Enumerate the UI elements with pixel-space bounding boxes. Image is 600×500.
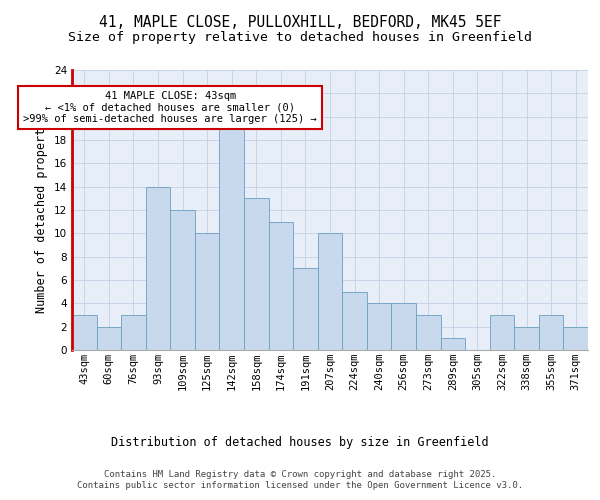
Bar [72, 315, 97, 350]
Text: 41 MAPLE CLOSE: 43sqm
← <1% of detached houses are smaller (0)
>99% of semi-deta: 41 MAPLE CLOSE: 43sqm ← <1% of detached … [23, 91, 317, 124]
Text: Contains HM Land Registry data © Crown copyright and database right 2025.
Contai: Contains HM Land Registry data © Crown c… [77, 470, 523, 490]
Text: Size of property relative to detached houses in Greenfield: Size of property relative to detached ho… [68, 31, 532, 44]
Bar [440, 338, 465, 350]
Bar [539, 315, 563, 350]
Bar [269, 222, 293, 350]
Bar [367, 304, 391, 350]
Bar [563, 326, 588, 350]
Bar [146, 186, 170, 350]
Bar [514, 326, 539, 350]
Bar [97, 326, 121, 350]
Text: Distribution of detached houses by size in Greenfield: Distribution of detached houses by size … [111, 436, 489, 449]
Bar [170, 210, 195, 350]
Bar [416, 315, 440, 350]
Bar [293, 268, 318, 350]
Bar [121, 315, 146, 350]
Text: 41, MAPLE CLOSE, PULLOXHILL, BEDFORD, MK45 5EF: 41, MAPLE CLOSE, PULLOXHILL, BEDFORD, MK… [99, 15, 501, 30]
Bar [391, 304, 416, 350]
Bar [244, 198, 269, 350]
Bar [342, 292, 367, 350]
Bar [195, 234, 220, 350]
Bar [490, 315, 514, 350]
Bar [220, 128, 244, 350]
Bar [318, 234, 342, 350]
Y-axis label: Number of detached properties: Number of detached properties [35, 106, 49, 314]
